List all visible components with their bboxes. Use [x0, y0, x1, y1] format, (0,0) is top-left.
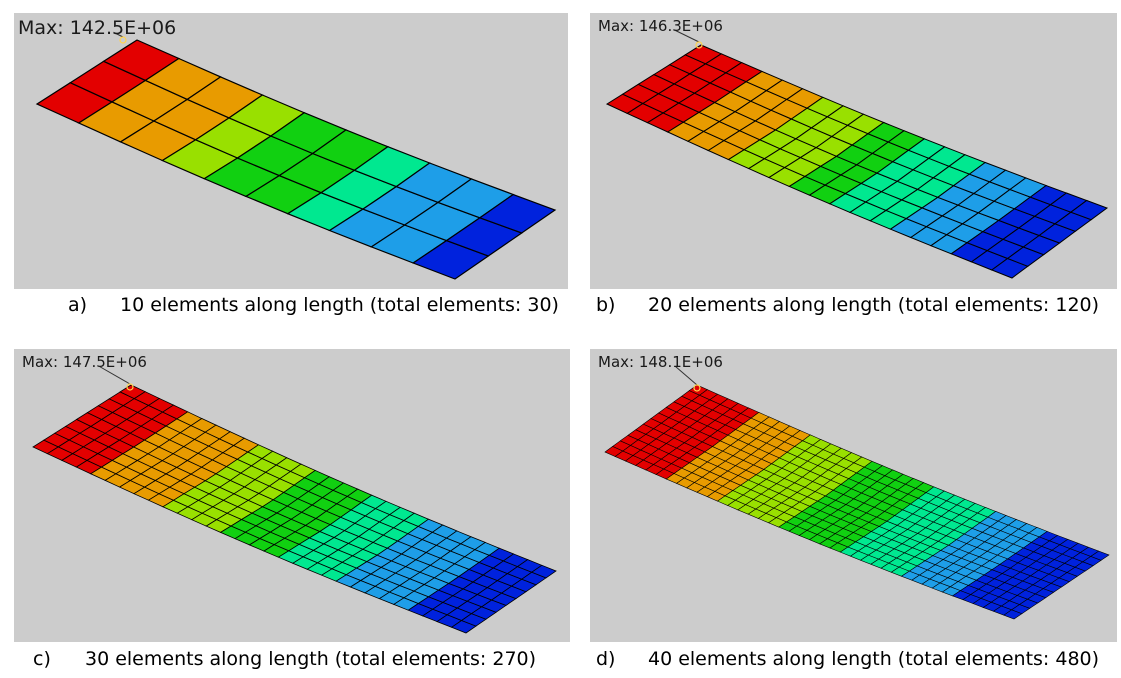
mesh-plot-c	[32, 366, 557, 634]
caption-letter: a)	[68, 294, 88, 316]
max-value-label: Max: 148.1E+06	[598, 353, 723, 371]
caption-text: 10 elements along length (total elements…	[120, 294, 559, 316]
mesh-element	[478, 193, 557, 234]
max-value-label: Max: 146.3E+06	[598, 17, 723, 35]
caption-letter: d)	[596, 648, 616, 670]
mesh-element	[1069, 199, 1109, 221]
viewport-panel-b: Max: 146.3E+06	[590, 13, 1117, 289]
caption-b: b) 20 elements along length (total elemen…	[596, 294, 1099, 316]
caption-c: c) 30 elements along length (total elemen…	[33, 648, 536, 670]
caption-text: 30 elements along length (total elements…	[85, 648, 537, 670]
caption-letter: c)	[33, 648, 51, 670]
max-location-marker	[693, 384, 701, 392]
mesh-plot-a	[35, 33, 557, 280]
max-value-label: Max: 142.5E+06	[18, 17, 177, 39]
caption-text: 20 elements along length (total elements…	[648, 294, 1100, 316]
viewport-panel-d: Max: 148.1E+06	[590, 349, 1117, 642]
caption-a: a) 10 elements along length (total elemen…	[68, 294, 559, 316]
max-location-marker	[126, 383, 134, 391]
caption-letter: b)	[596, 294, 616, 316]
max-value-label: Max: 147.5E+06	[22, 353, 147, 371]
max-leader-line	[675, 30, 700, 43]
mesh-plot-b	[605, 30, 1109, 279]
max-location-marker	[695, 41, 703, 49]
viewport-panel-a: Max: 142.5E+06	[14, 13, 568, 289]
max-leader-line	[115, 33, 124, 38]
viewport-panel-c: Max: 147.5E+06	[14, 349, 570, 642]
max-leader-line	[675, 366, 698, 386]
max-leader-line	[99, 366, 131, 385]
mesh-plot-d	[604, 366, 1110, 620]
mesh-element	[1090, 550, 1110, 561]
max-location-marker	[119, 36, 127, 44]
caption-text: 40 elements along length (total elements…	[648, 648, 1100, 670]
caption-d: d) 40 elements along length (total elemen…	[596, 648, 1099, 670]
mesh-element	[530, 564, 557, 579]
